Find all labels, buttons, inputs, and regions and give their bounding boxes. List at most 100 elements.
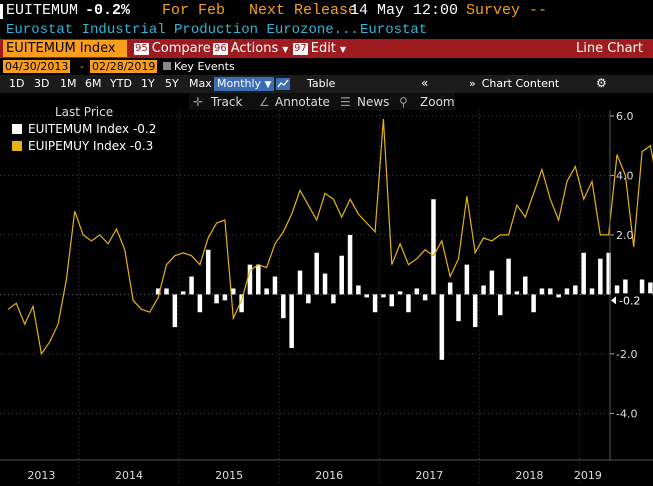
key-events-checkbox[interactable]	[163, 62, 171, 70]
edit-dropdown-icon: ▼	[339, 45, 347, 54]
edit-button[interactable]: 97 Edit ▼	[293, 40, 346, 57]
y-tick-label: -2.0	[616, 348, 637, 361]
actions-button[interactable]: 96 Actions ▼	[213, 40, 288, 57]
legend-item-euitemum[interactable]: EUITEMUM Index -0.2	[12, 121, 156, 137]
security-field[interactable]: EUITEMUM Index	[3, 40, 127, 57]
bar	[606, 252, 611, 295]
y-axis: 6.0 4.0 2.0 -2.0 -4.0 -0.2	[609, 110, 652, 460]
bar	[364, 294, 369, 298]
y-tick-label: 6.0	[616, 110, 634, 123]
period-5y[interactable]: 5Y	[165, 77, 179, 90]
bar	[339, 255, 344, 295]
table-button[interactable]: Table	[307, 77, 336, 90]
bar	[548, 288, 553, 295]
line-path	[7, 118, 653, 356]
compare-number: 95	[134, 43, 149, 55]
legend-label: EUIPEMUY Index -0.3	[28, 139, 154, 153]
bar	[164, 288, 169, 295]
collapse-left-icon[interactable]: «	[421, 76, 429, 90]
bar	[331, 294, 336, 304]
next-release-value: 14 May 12:00	[350, 2, 459, 19]
last-value: -0.2%	[85, 2, 131, 19]
bar	[197, 294, 203, 313]
chart-content-button[interactable]: » Chart Content	[469, 77, 559, 91]
bar	[639, 279, 645, 295]
bar	[589, 288, 595, 295]
compare-button[interactable]: 95 Compare	[134, 40, 211, 57]
security-description: Eurostat Industrial Production Eurozone.…	[6, 22, 359, 38]
bar	[564, 288, 570, 295]
bar	[447, 282, 453, 295]
frequency-dropdown[interactable]: Monthly ▼	[214, 77, 275, 91]
period-1m[interactable]: 1M	[60, 77, 77, 90]
bar	[222, 294, 228, 301]
line-chart-icon[interactable]	[276, 78, 290, 90]
bar	[247, 264, 253, 295]
bar	[272, 276, 278, 295]
last-value-pointer	[611, 296, 616, 305]
bar	[472, 294, 478, 328]
bar	[456, 294, 461, 322]
command-toolbar: EUITEMUM Index 95 Compare 96 Actions ▼ 97 Ed…	[0, 39, 653, 58]
chart-content-label: Chart Content	[481, 77, 560, 90]
next-release-label: Next Release	[249, 2, 358, 19]
bar	[389, 294, 395, 307]
x-tick-label: 2015	[215, 469, 243, 482]
x-tick-label: 2018	[515, 469, 543, 482]
period-6m[interactable]: 6M	[85, 77, 102, 90]
y-tick-label: 4.0	[616, 169, 634, 182]
period-3d[interactable]: 3D	[34, 77, 50, 90]
actions-number: 96	[213, 43, 228, 55]
compare-label: Compare	[151, 41, 211, 56]
bar	[648, 282, 653, 295]
news-button[interactable]: News	[357, 95, 390, 109]
last-value-box	[612, 293, 652, 308]
bar	[205, 249, 211, 295]
chart-tools-bar: ✛ Track ∠ Annotate ☰ News ⚲ Zoom	[189, 93, 455, 110]
bar	[381, 294, 386, 298]
annotate-button[interactable]: Annotate	[275, 95, 330, 109]
bar	[180, 291, 186, 295]
date-separator: -	[80, 60, 84, 73]
bar	[356, 285, 361, 295]
gear-icon[interactable]: ⚙	[596, 76, 607, 90]
crosshair-icon: ✛	[193, 95, 204, 109]
legend-swatch	[12, 141, 22, 151]
description-line: Eurostat Industrial Production Eurozone.…	[0, 21, 653, 39]
bar	[172, 294, 178, 328]
actions-label: Actions	[230, 41, 279, 56]
bar	[506, 258, 511, 295]
legend-item-euipemuy[interactable]: EUIPEMUY Index -0.3	[12, 138, 153, 154]
bar	[372, 294, 378, 313]
bar-series	[155, 199, 653, 360]
bar	[397, 291, 403, 295]
line-series	[7, 118, 653, 356]
legend-label: EUITEMUM Index -0.2	[28, 122, 157, 136]
chart-grid	[0, 110, 610, 486]
bar	[623, 279, 628, 295]
period-1y[interactable]: 1Y	[141, 77, 155, 90]
ticker-label: EUITEMUM	[6, 2, 79, 19]
bar	[281, 294, 286, 319]
start-date-field[interactable]: 04/30/2013	[3, 60, 71, 73]
bar	[481, 285, 486, 295]
period-max[interactable]: Max	[189, 77, 212, 90]
chart-type-title: Line Chart	[576, 41, 643, 56]
actions-dropdown-icon: ▼	[282, 45, 289, 54]
track-button[interactable]: Track	[211, 95, 243, 109]
source-label: Eurostat	[360, 22, 428, 38]
period-1d[interactable]: 1D	[9, 77, 25, 90]
y-tick-label: -4.0	[616, 407, 637, 420]
bar	[189, 276, 194, 295]
bar	[231, 288, 236, 295]
bar	[497, 294, 503, 316]
bar	[431, 199, 436, 295]
bar	[573, 285, 578, 295]
legend-swatch	[12, 124, 22, 134]
chart-area[interactable]: 6.04.02.0-2.0-4.0-0.2 2013 2014 2015 2016 20…	[0, 93, 653, 486]
bar	[439, 294, 445, 360]
zoom-button[interactable]: Zoom	[420, 95, 455, 109]
end-date-field[interactable]: 02/28/2019	[90, 60, 158, 73]
period-ytd[interactable]: YTD	[110, 77, 132, 90]
bar	[297, 270, 303, 295]
